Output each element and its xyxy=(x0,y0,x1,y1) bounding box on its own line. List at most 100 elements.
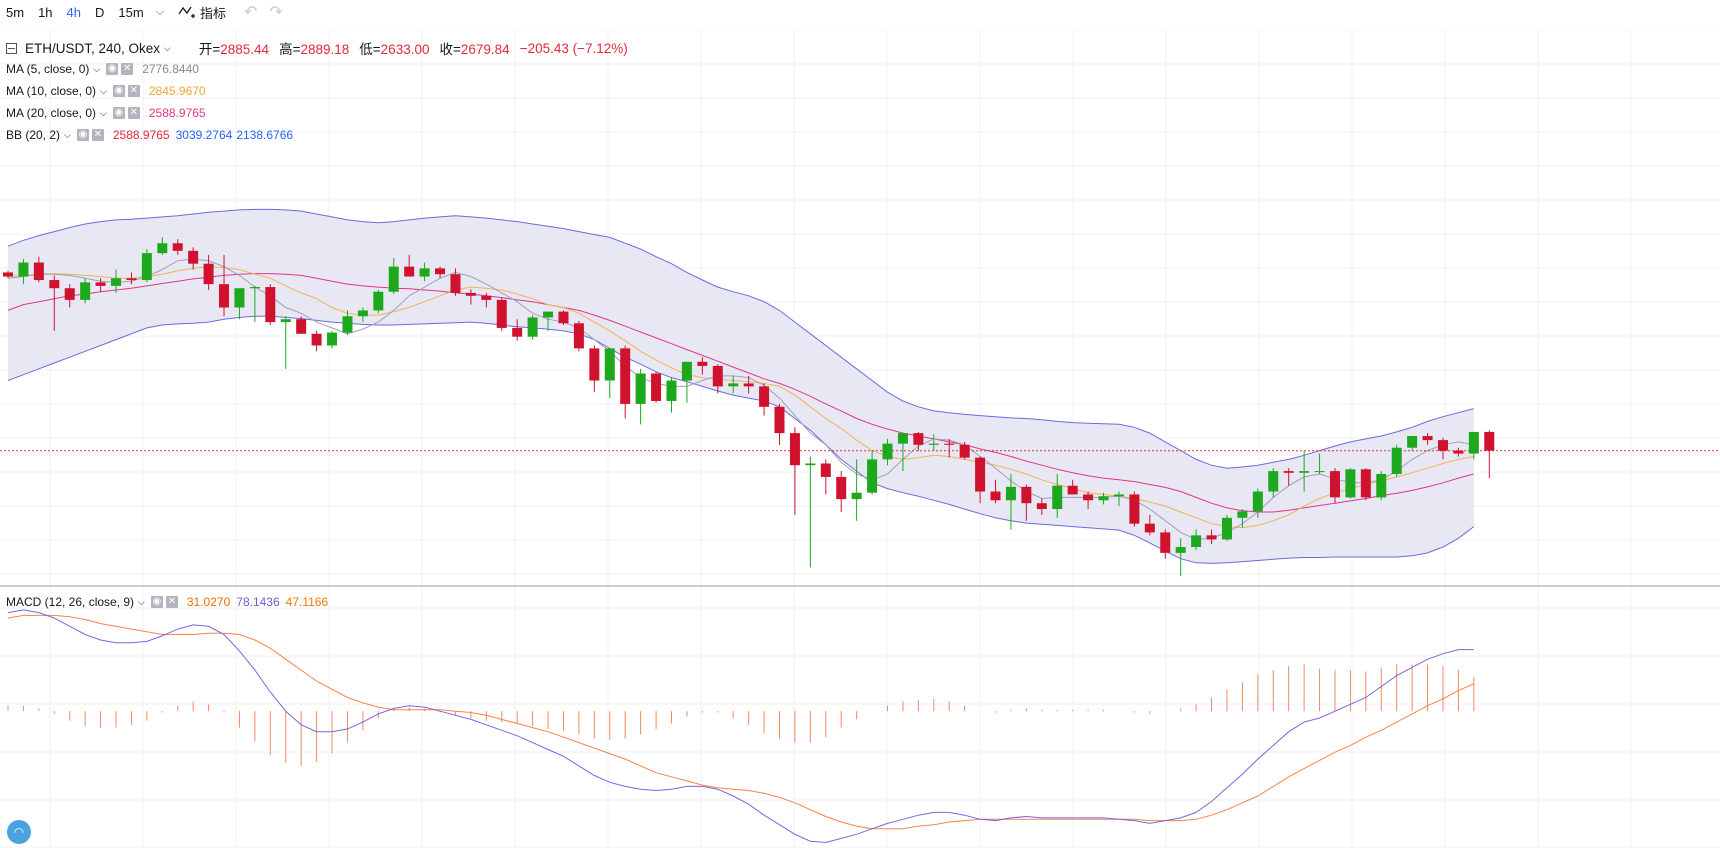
collapse-icon[interactable] xyxy=(6,42,17,54)
timeframe-5m[interactable]: 5m xyxy=(6,4,25,20)
chevron-down-icon[interactable]: ⌵ xyxy=(93,63,101,74)
symbol-name[interactable]: ETH/USDT, 240, Okex xyxy=(25,40,161,56)
candle xyxy=(1221,517,1232,540)
price-change: −205.43 (−7.12%) xyxy=(519,40,628,56)
indicators-button[interactable]: 指标 xyxy=(178,3,226,22)
bb-upper-line xyxy=(7,208,1474,469)
candle xyxy=(712,365,723,387)
candle xyxy=(1083,494,1094,501)
eye-icon[interactable]: ◉ xyxy=(150,596,163,608)
candle xyxy=(1005,486,1016,501)
macd-name[interactable]: MACD (12, 26, close, 9) xyxy=(6,595,135,609)
candle xyxy=(3,272,13,277)
candle xyxy=(681,361,692,381)
timeframe-15m[interactable]: 15m xyxy=(118,4,144,20)
candle xyxy=(836,476,847,500)
undo-icon[interactable]: ↶ xyxy=(244,4,258,21)
indicators-icon xyxy=(178,6,196,18)
ohlc-open: 开=2885.44 xyxy=(198,42,270,57)
timeframe-4h[interactable]: 4h xyxy=(66,4,81,20)
candle xyxy=(990,491,1001,501)
chevron-down-icon[interactable]: ⌵ xyxy=(100,85,107,96)
candle xyxy=(1407,436,1418,448)
close-icon[interactable]: ✕ xyxy=(91,129,104,141)
candle xyxy=(928,443,939,445)
candle xyxy=(141,253,152,281)
chevron-down-icon[interactable]: ⌵ xyxy=(164,42,171,53)
candle xyxy=(789,433,800,466)
chart-canvas[interactable] xyxy=(0,30,1720,848)
candle xyxy=(64,288,75,300)
eye-icon[interactable]: ◉ xyxy=(112,85,125,97)
candle xyxy=(373,291,384,311)
candle xyxy=(635,373,646,404)
ma20-name[interactable]: MA (20, close, 0) xyxy=(6,106,97,120)
chevron-down-icon[interactable]: ⌵ xyxy=(155,5,165,18)
candle xyxy=(743,383,754,387)
candle xyxy=(111,278,122,286)
redo-icon[interactable]: ↷ xyxy=(269,4,283,21)
chevron-down-icon[interactable]: ⌵ xyxy=(64,129,71,140)
close-icon[interactable]: ✕ xyxy=(121,63,134,75)
candle xyxy=(18,262,29,277)
candle xyxy=(944,443,955,445)
close-icon[interactable]: ✕ xyxy=(165,596,178,608)
tradingview-logo-icon[interactable]: ◠ xyxy=(7,820,31,844)
candle xyxy=(959,444,970,458)
candle xyxy=(296,319,307,334)
candle xyxy=(1067,485,1078,495)
candle xyxy=(1175,547,1186,553)
bb-lower-value: 2138.6766 xyxy=(236,128,294,142)
bb-name[interactable]: BB (20, 2) xyxy=(6,128,61,142)
candle xyxy=(327,332,338,346)
candle xyxy=(620,348,631,404)
high-value: 2889.18 xyxy=(300,42,350,57)
candle xyxy=(404,266,415,277)
chevron-down-icon[interactable]: ⌵ xyxy=(100,107,107,118)
high-label: 高 xyxy=(279,42,293,57)
legend-ma5: MA (5, close, 0) ⌵ ◉ ✕ 2776.8440 xyxy=(6,62,199,76)
candle xyxy=(774,406,785,434)
candle xyxy=(512,327,523,337)
candle xyxy=(543,311,554,318)
bb-lower-line xyxy=(7,315,1475,564)
candle xyxy=(728,383,739,387)
ma5-name[interactable]: MA (5, close, 0) xyxy=(6,62,90,76)
candle xyxy=(280,319,291,323)
low-value: 2633.00 xyxy=(380,42,430,57)
candle xyxy=(1437,440,1448,451)
candle xyxy=(913,433,924,445)
candle xyxy=(851,492,862,500)
close-icon[interactable]: ✕ xyxy=(127,85,140,97)
toolbar: 5m 1h 4h D 15m ⌵ 指标 ↶ ↷ xyxy=(0,0,1720,24)
candle xyxy=(435,268,446,275)
candle xyxy=(651,373,662,401)
candle xyxy=(1329,471,1340,498)
ma20-value: 2588.9765 xyxy=(148,106,206,120)
timeframe-d[interactable]: D xyxy=(95,4,105,20)
candle xyxy=(33,262,44,281)
legend-macd: MACD (12, 26, close, 9) ⌵ ◉ ✕ 31.0270 78.… xyxy=(6,595,328,609)
candle xyxy=(157,243,168,254)
open-label: 开 xyxy=(198,42,213,57)
close-icon[interactable]: ✕ xyxy=(127,107,140,119)
eye-icon[interactable]: ◉ xyxy=(112,107,125,119)
macd-signal-value: 47.1166 xyxy=(285,595,329,609)
candle xyxy=(759,386,770,407)
legend-bb: BB (20, 2) ⌵ ◉ ✕ 2588.9765 3039.2764 2138… xyxy=(6,128,293,142)
candle xyxy=(666,380,677,401)
candle xyxy=(1299,471,1310,473)
timeframe-1h[interactable]: 1h xyxy=(38,4,53,20)
candle xyxy=(897,433,908,444)
candle xyxy=(697,361,708,366)
candle xyxy=(1252,491,1263,512)
chevron-down-icon[interactable]: ⌵ xyxy=(138,596,145,607)
eye-icon[interactable]: ◉ xyxy=(106,63,119,75)
candle xyxy=(1268,471,1279,492)
legend-ma10: MA (10, close, 0) ⌵ ◉ ✕ 2845.9670 xyxy=(6,84,206,98)
candle xyxy=(1283,471,1294,473)
eye-icon[interactable]: ◉ xyxy=(76,129,89,141)
ma10-name[interactable]: MA (10, close, 0) xyxy=(6,84,97,98)
candle xyxy=(419,268,430,277)
candle xyxy=(265,287,276,323)
